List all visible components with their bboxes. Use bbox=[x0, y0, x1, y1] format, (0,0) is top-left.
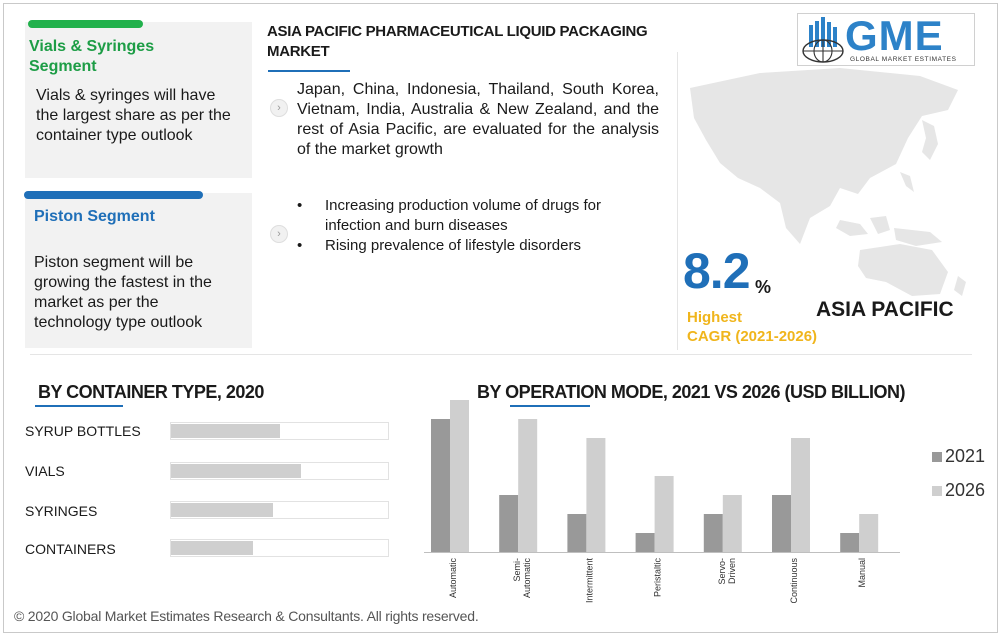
cagr-label-line: CAGR (2021-2026) bbox=[687, 328, 818, 345]
list-item: Increasing production volume of drugs fo… bbox=[297, 196, 659, 236]
bar-track bbox=[170, 539, 389, 557]
globe-icon bbox=[802, 17, 844, 63]
card-body: Vials & syringes will have the largest s… bbox=[36, 87, 231, 144]
cagr-label: Highest CAGR (2021-2026) bbox=[687, 308, 817, 346]
tick-label: SYRINGES bbox=[25, 503, 98, 519]
bar bbox=[171, 541, 253, 555]
divider bbox=[677, 52, 678, 350]
divider bbox=[30, 354, 972, 355]
chevron-right-icon: › bbox=[270, 99, 288, 117]
tick-label: CONTAINERS bbox=[25, 541, 116, 557]
cagr-value: 8.2 bbox=[683, 243, 751, 299]
bar-track bbox=[170, 501, 389, 519]
legend-swatch bbox=[932, 486, 942, 496]
container-chart-title: BY CONTAINER TYPE, 2020 bbox=[38, 382, 264, 402]
logo-subtitle: GLOBAL MARKET ESTIMATES bbox=[850, 56, 957, 63]
cagr-label-line: Highest bbox=[687, 309, 743, 326]
chevron-right-icon: › bbox=[270, 225, 288, 243]
infographic-frame bbox=[3, 3, 998, 633]
bar bbox=[171, 424, 280, 438]
card-accent-bar bbox=[24, 191, 203, 199]
drivers-list: Increasing production volume of drugs fo… bbox=[297, 196, 659, 256]
title-underline bbox=[510, 405, 590, 407]
cagr-unit: % bbox=[755, 277, 772, 297]
legend-swatch bbox=[932, 452, 942, 462]
piston-card bbox=[25, 193, 252, 348]
title-underline bbox=[35, 405, 123, 407]
page-title: ASIA PACIFIC PHARMACEUTICAL LIQUID PACKA… bbox=[267, 23, 648, 60]
region-label: ASIA PACIFIC bbox=[816, 298, 954, 321]
bar bbox=[171, 503, 273, 517]
vials-syringes-card bbox=[25, 22, 252, 178]
copyright-footer: © 2020 Global Market Estimates Research … bbox=[14, 608, 479, 624]
gme-logo: GME GLOBAL MARKET ESTIMATES bbox=[797, 13, 975, 66]
list-item: Rising prevalence of lifestyle disorders bbox=[297, 236, 659, 256]
operation-chart-title: BY OPERATION MODE, 2021 VS 2026 (USD BIL… bbox=[477, 382, 905, 402]
tick-label: VIALS bbox=[25, 463, 65, 479]
card-accent-bar bbox=[28, 20, 143, 28]
logo-text: GME bbox=[845, 12, 944, 59]
bar-track bbox=[170, 462, 389, 480]
bar bbox=[171, 464, 301, 478]
bar-track bbox=[170, 422, 389, 440]
card-title: Piston Segment bbox=[34, 208, 155, 225]
tick-label: SYRUP BOTTLES bbox=[25, 423, 141, 439]
legend-label: 2021 bbox=[945, 446, 986, 466]
title-underline bbox=[268, 70, 350, 72]
legend-label: 2026 bbox=[945, 480, 986, 500]
card-body: Piston segment will be growing the faste… bbox=[34, 254, 212, 331]
asia-pacific-map bbox=[690, 68, 966, 296]
regions-paragraph: Japan, China, Indonesia, Thailand, South… bbox=[297, 81, 659, 158]
card-title: Vials & Syringes Segment bbox=[29, 38, 155, 75]
